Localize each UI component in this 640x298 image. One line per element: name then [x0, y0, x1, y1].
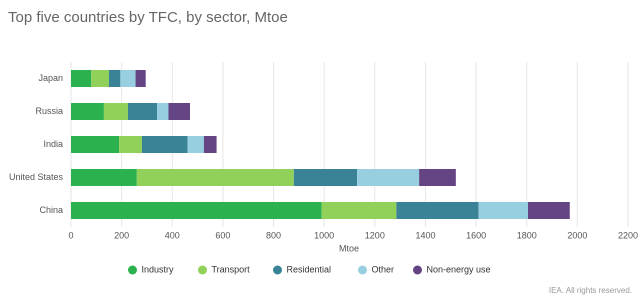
bar-segment: [71, 202, 322, 219]
x-tick-label: 2200: [618, 230, 638, 240]
x-tick-label: 400: [165, 230, 180, 240]
x-tick-label: 1600: [466, 230, 486, 240]
legend-marker: [358, 265, 367, 275]
bar-segment: [419, 169, 456, 186]
bar-segment: [136, 169, 294, 186]
bar-segment: [357, 169, 420, 186]
y-tick-label: Japan: [38, 73, 63, 83]
bar-segment: [120, 70, 136, 87]
legend-label: Transport: [212, 264, 251, 274]
x-tick-label: 1400: [415, 230, 435, 240]
x-tick-label: 200: [114, 230, 129, 240]
bar-segment: [127, 103, 158, 120]
bar-segment: [321, 202, 397, 219]
bar-segment: [119, 136, 142, 153]
bar-segment: [71, 103, 104, 120]
x-tick-label: 1800: [517, 230, 537, 240]
bar-segment: [293, 169, 358, 186]
bar-segment: [103, 103, 128, 120]
bar-segment: [396, 202, 479, 219]
legend-label: Other: [372, 264, 395, 274]
bar-segment: [478, 202, 528, 219]
legend-marker: [128, 265, 137, 275]
bar-segment: [168, 103, 190, 120]
source-note: IEA. All rights reserved.: [549, 286, 632, 295]
bar-segment: [187, 136, 204, 153]
bar-segment: [141, 136, 188, 153]
x-tick-label: 1000: [314, 230, 334, 240]
legend-marker: [198, 265, 207, 275]
x-tick-label: 2000: [567, 230, 587, 240]
x-tick-label: 0: [68, 230, 73, 240]
bar-segment: [91, 70, 109, 87]
y-tick-label: United States: [9, 172, 64, 182]
x-axis-label: Mtoe: [339, 243, 359, 253]
bar-segment: [157, 103, 169, 120]
y-tick-label: China: [39, 205, 63, 215]
bar-segment: [71, 70, 92, 87]
legend-label: Non-energy use: [427, 264, 491, 274]
legend-label: Industry: [142, 264, 175, 274]
bar-segment: [71, 136, 120, 153]
x-tick-label: 600: [215, 230, 230, 240]
legend-marker: [413, 265, 422, 275]
x-tick-label: 800: [266, 230, 281, 240]
x-tick-label: 1200: [365, 230, 385, 240]
bar-segment: [71, 169, 137, 186]
y-tick-label: Russia: [35, 106, 63, 116]
bar-segment: [203, 136, 217, 153]
legend-label: Residential: [287, 264, 332, 274]
bar-segment: [135, 70, 146, 87]
bar-segment: [527, 202, 570, 219]
chart-title: Top five countries by TFC, by sector, Mt…: [8, 9, 288, 26]
legend-marker: [273, 265, 282, 275]
y-tick-label: India: [43, 139, 63, 149]
bar-segment: [108, 70, 121, 87]
